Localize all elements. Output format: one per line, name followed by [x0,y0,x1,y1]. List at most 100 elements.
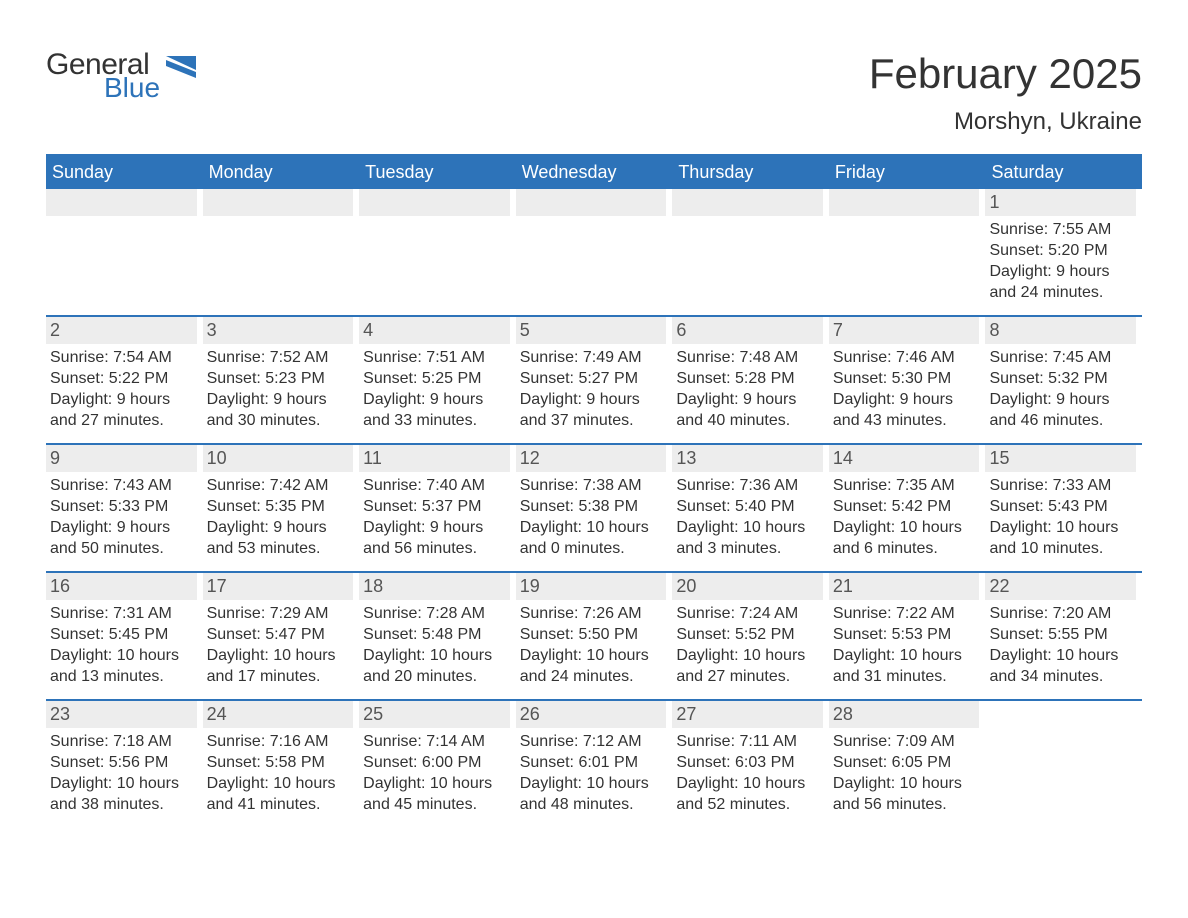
day-sunset: Sunset: 5:32 PM [985,369,1136,390]
day-sunset: Sunset: 5:22 PM [46,369,197,390]
day-day1: Daylight: 9 hours [46,518,197,539]
day-day2: and 50 minutes. [46,539,197,560]
day-sunrise: Sunrise: 7:09 AM [829,732,980,753]
day-number: 18 [359,573,510,600]
day-cell: 27Sunrise: 7:11 AMSunset: 6:03 PMDayligh… [672,701,829,827]
week-row: 2Sunrise: 7:54 AMSunset: 5:22 PMDaylight… [46,315,1142,443]
day-sunrise: Sunrise: 7:14 AM [359,732,510,753]
day-day2: and 41 minutes. [203,795,354,816]
day-sunset: Sunset: 5:30 PM [829,369,980,390]
day-day1: Daylight: 9 hours [46,390,197,411]
day-day1: Daylight: 10 hours [672,518,823,539]
day-day1: Daylight: 9 hours [985,262,1136,283]
day-number: 27 [672,701,823,728]
day-number: 2 [46,317,197,344]
day-cell: 13Sunrise: 7:36 AMSunset: 5:40 PMDayligh… [672,445,829,571]
day-cell: 26Sunrise: 7:12 AMSunset: 6:01 PMDayligh… [516,701,673,827]
day-day1: Daylight: 10 hours [359,646,510,667]
day-sunrise: Sunrise: 7:42 AM [203,476,354,497]
day-sunset: Sunset: 5:56 PM [46,753,197,774]
day-number: 4 [359,317,510,344]
month-title: February 2025 [869,50,1142,98]
day-day1: Daylight: 9 hours [672,390,823,411]
day-number-empty [829,189,980,216]
day-day2: and 53 minutes. [203,539,354,560]
week-row: 16Sunrise: 7:31 AMSunset: 5:45 PMDayligh… [46,571,1142,699]
day-day1: Daylight: 10 hours [672,774,823,795]
day-cell: 22Sunrise: 7:20 AMSunset: 5:55 PMDayligh… [985,573,1142,699]
day-sunset: Sunset: 5:58 PM [203,753,354,774]
day-of-week-header: SundayMondayTuesdayWednesdayThursdayFrid… [46,156,1142,189]
day-day1: Daylight: 9 hours [829,390,980,411]
day-day2: and 3 minutes. [672,539,823,560]
day-day1: Daylight: 10 hours [359,774,510,795]
day-number: 25 [359,701,510,728]
day-day2: and 38 minutes. [46,795,197,816]
day-cell [203,189,360,315]
day-cell [46,189,203,315]
page-header: General Blue February 2025 Morshyn, Ukra… [46,50,1142,136]
day-of-week-cell: Tuesday [359,156,516,189]
day-sunrise: Sunrise: 7:31 AM [46,604,197,625]
day-sunset: Sunset: 5:28 PM [672,369,823,390]
day-day2: and 27 minutes. [672,667,823,688]
day-number: 24 [203,701,354,728]
calendar-page: General Blue February 2025 Morshyn, Ukra… [0,0,1188,867]
day-of-week-cell: Wednesday [516,156,673,189]
day-cell: 8Sunrise: 7:45 AMSunset: 5:32 PMDaylight… [985,317,1142,443]
day-cell: 4Sunrise: 7:51 AMSunset: 5:25 PMDaylight… [359,317,516,443]
day-cell: 9Sunrise: 7:43 AMSunset: 5:33 PMDaylight… [46,445,203,571]
day-cell: 1Sunrise: 7:55 AMSunset: 5:20 PMDaylight… [985,189,1142,315]
day-sunrise: Sunrise: 7:54 AM [46,348,197,369]
day-sunrise: Sunrise: 7:22 AM [829,604,980,625]
day-cell: 15Sunrise: 7:33 AMSunset: 5:43 PMDayligh… [985,445,1142,571]
day-number: 5 [516,317,667,344]
day-sunrise: Sunrise: 7:20 AM [985,604,1136,625]
day-cell: 19Sunrise: 7:26 AMSunset: 5:50 PMDayligh… [516,573,673,699]
day-day2: and 56 minutes. [829,795,980,816]
brand-logo: General Blue [46,50,196,102]
day-sunset: Sunset: 6:01 PM [516,753,667,774]
day-sunrise: Sunrise: 7:40 AM [359,476,510,497]
day-day1: Daylight: 10 hours [516,518,667,539]
day-cell: 24Sunrise: 7:16 AMSunset: 5:58 PMDayligh… [203,701,360,827]
day-sunrise: Sunrise: 7:38 AM [516,476,667,497]
day-sunrise: Sunrise: 7:28 AM [359,604,510,625]
day-number: 3 [203,317,354,344]
day-day2: and 27 minutes. [46,411,197,432]
day-cell: 23Sunrise: 7:18 AMSunset: 5:56 PMDayligh… [46,701,203,827]
day-day2: and 56 minutes. [359,539,510,560]
day-day2: and 13 minutes. [46,667,197,688]
day-sunset: Sunset: 5:40 PM [672,497,823,518]
day-day2: and 6 minutes. [829,539,980,560]
day-number: 11 [359,445,510,472]
day-sunrise: Sunrise: 7:35 AM [829,476,980,497]
day-number-empty [516,189,667,216]
day-sunrise: Sunrise: 7:55 AM [985,220,1136,241]
day-number: 22 [985,573,1136,600]
week-row: 1Sunrise: 7:55 AMSunset: 5:20 PMDaylight… [46,189,1142,315]
day-sunset: Sunset: 5:37 PM [359,497,510,518]
day-day2: and 34 minutes. [985,667,1136,688]
day-sunset: Sunset: 5:23 PM [203,369,354,390]
calendar-grid: SundayMondayTuesdayWednesdayThursdayFrid… [46,154,1142,827]
day-day1: Daylight: 9 hours [359,390,510,411]
day-cell: 20Sunrise: 7:24 AMSunset: 5:52 PMDayligh… [672,573,829,699]
day-day2: and 48 minutes. [516,795,667,816]
day-sunrise: Sunrise: 7:24 AM [672,604,823,625]
day-cell: 25Sunrise: 7:14 AMSunset: 6:00 PMDayligh… [359,701,516,827]
day-sunset: Sunset: 6:03 PM [672,753,823,774]
day-number: 10 [203,445,354,472]
day-sunset: Sunset: 5:27 PM [516,369,667,390]
week-row: 9Sunrise: 7:43 AMSunset: 5:33 PMDaylight… [46,443,1142,571]
day-day1: Daylight: 10 hours [46,646,197,667]
day-day1: Daylight: 9 hours [359,518,510,539]
day-sunset: Sunset: 5:48 PM [359,625,510,646]
day-day1: Daylight: 10 hours [203,646,354,667]
day-day1: Daylight: 10 hours [985,646,1136,667]
day-number: 14 [829,445,980,472]
day-day1: Daylight: 10 hours [516,646,667,667]
day-cell: 14Sunrise: 7:35 AMSunset: 5:42 PMDayligh… [829,445,986,571]
day-sunrise: Sunrise: 7:12 AM [516,732,667,753]
location-label: Morshyn, Ukraine [869,108,1142,136]
